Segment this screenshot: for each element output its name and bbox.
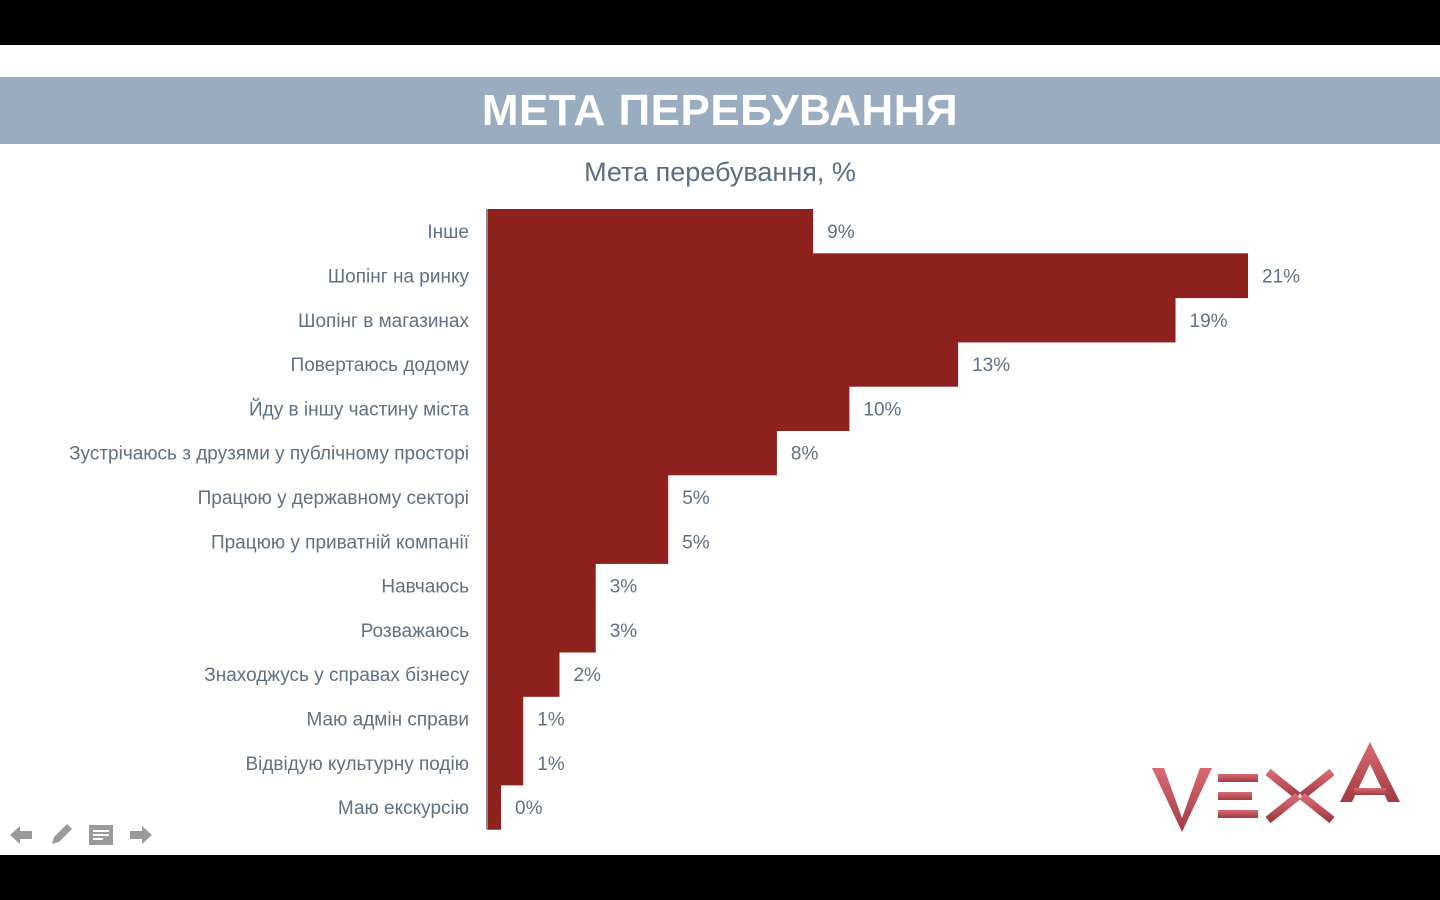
- category-label: Шопінг в магазинах: [298, 311, 469, 332]
- arrow-left-icon: [10, 826, 32, 844]
- category-label: Працюю у державному секторі: [198, 488, 469, 509]
- vezha-logo: [1152, 742, 1400, 832]
- bar: [487, 341, 959, 387]
- bar: [487, 696, 524, 742]
- title-band: МЕТА ПЕРЕБУВАННЯ: [0, 77, 1440, 144]
- slide-nav: [6, 821, 156, 849]
- value-label: 1%: [537, 709, 565, 730]
- bar: [487, 386, 850, 431]
- arrow-right-icon: [130, 826, 152, 844]
- category-label: Шопінг на ринку: [328, 266, 470, 287]
- value-label: 19%: [1190, 311, 1228, 332]
- bar: [487, 652, 560, 697]
- notes-icon: [89, 825, 113, 845]
- category-label: Знаходжусь у справах бізнесу: [204, 665, 469, 686]
- category-label: Відвідую культурну подію: [245, 754, 469, 775]
- bar: [487, 209, 814, 254]
- category-label: Маю адмін справи: [307, 709, 469, 730]
- chart-title: Мета перебування, %: [584, 157, 856, 187]
- category-label: Навчаюсь: [381, 577, 469, 598]
- category-label: Повертаюсь додому: [291, 355, 470, 376]
- value-label: 8%: [791, 444, 819, 465]
- value-label: 2%: [573, 665, 601, 686]
- value-label: 21%: [1262, 266, 1300, 287]
- category-label: Інше: [427, 222, 469, 243]
- value-label: 0%: [515, 798, 543, 819]
- value-label: 3%: [610, 577, 638, 598]
- category-label: Розважаюсь: [361, 621, 469, 642]
- value-label: 5%: [682, 488, 710, 509]
- prev-slide-button[interactable]: [6, 821, 36, 849]
- value-label: 5%: [682, 532, 710, 553]
- pencil-icon: [52, 824, 72, 844]
- bar: [487, 740, 524, 786]
- pen-tool-button[interactable]: [46, 821, 76, 849]
- bar: [487, 519, 669, 564]
- bar: [487, 563, 596, 609]
- slide: МЕТА ПЕРЕБУВАННЯ Мета перебування, % Інш…: [0, 45, 1440, 855]
- bar: [487, 430, 777, 476]
- value-label: 10%: [863, 399, 901, 420]
- value-label: 1%: [537, 754, 565, 775]
- next-slide-button[interactable]: [126, 821, 156, 849]
- category-label: Зустрічаюсь з друзями у публічному прост…: [69, 444, 469, 465]
- bar: [487, 607, 596, 653]
- bar: [487, 253, 1248, 299]
- value-label: 3%: [610, 621, 638, 642]
- category-label: Йду в іншу частину міста: [249, 398, 469, 420]
- notes-button[interactable]: [86, 821, 116, 849]
- bar: [487, 297, 1176, 343]
- value-label: 13%: [972, 355, 1010, 376]
- category-label: Працюю у приватній компанії: [211, 532, 470, 553]
- slide-heading: МЕТА ПЕРЕБУВАННЯ: [481, 85, 959, 135]
- bar: [487, 474, 669, 520]
- value-label: 9%: [827, 222, 855, 243]
- bar-chart: Інше 9% Шопінг на ринку 21% Шопінг в магазин…: [69, 209, 1300, 830]
- bar: [487, 784, 501, 830]
- category-label: Маю екскурсію: [338, 798, 469, 819]
